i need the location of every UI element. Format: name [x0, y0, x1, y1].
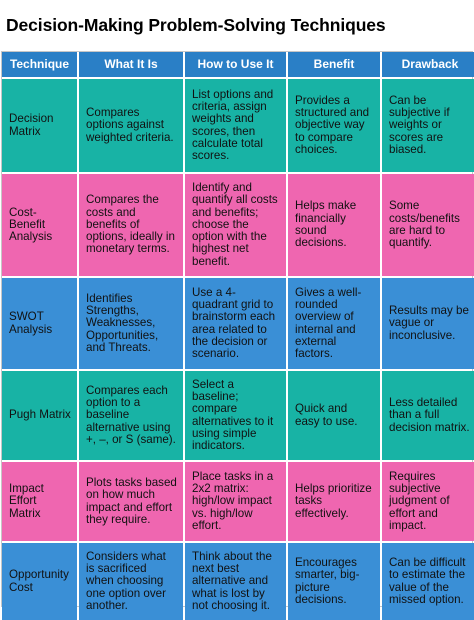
how-to-use-it-cell: Select a baseline; compare alternatives …: [185, 371, 286, 460]
drawback-cell: Requires subjective judgment of effort a…: [382, 462, 474, 541]
techniques-table: Technique What It Is How to Use It Benef…: [1, 51, 474, 620]
drawback-cell: Results may be vague or inconclusive.: [382, 278, 474, 369]
benefit-cell: Helps make financially sound decisions.: [288, 174, 380, 276]
drawback-cell: Can be subjective if weights or scores a…: [382, 79, 474, 172]
how-to-use-it-cell: Place tasks in a 2x2 matrix: high/low im…: [185, 462, 286, 541]
header-drawback: Drawback: [382, 52, 474, 77]
technique-cell: Impact Effort Matrix: [2, 462, 77, 541]
benefit-cell: Provides a structured and objective way …: [288, 79, 380, 172]
drawback-cell: Can be difficult to estimate the value o…: [382, 543, 474, 620]
technique-cell: SWOT Analysis: [2, 278, 77, 369]
header-what-it-is: What It Is: [79, 52, 183, 77]
header-technique: Technique: [2, 52, 77, 77]
what-it-is-cell: Considers what is sacrificed when choosi…: [79, 543, 183, 620]
how-to-use-it-cell: Identify and quantify all costs and bene…: [185, 174, 286, 276]
technique-cell: Opportunity Cost: [2, 543, 77, 620]
technique-cell: Pugh Matrix: [2, 371, 77, 460]
benefit-cell: Encourages smarter, big-picture decision…: [288, 543, 380, 620]
header-benefit: Benefit: [288, 52, 380, 77]
what-it-is-cell: Compares options against weighted criter…: [79, 79, 183, 172]
benefit-cell: Helps prioritize tasks effectively.: [288, 462, 380, 541]
how-to-use-it-cell: Use a 4-quadrant grid to brainstorm each…: [185, 278, 286, 369]
technique-cell: Decision Matrix: [2, 79, 77, 172]
benefit-cell: Gives a well-rounded overview of interna…: [288, 278, 380, 369]
page-title: Decision-Making Problem-Solving Techniqu…: [6, 15, 386, 35]
technique-cell: Cost-Benefit Analysis: [2, 174, 77, 276]
what-it-is-cell: Compares the costs and benefits of optio…: [79, 174, 183, 276]
header-how-to-use-it: How to Use It: [185, 52, 286, 77]
what-it-is-cell: Identifies Strengths, Weaknesses, Opport…: [79, 278, 183, 369]
drawback-cell: Less detailed than a full decision matri…: [382, 371, 474, 460]
how-to-use-it-cell: List options and criteria, assign weight…: [185, 79, 286, 172]
benefit-cell: Quick and easy to use.: [288, 371, 380, 460]
what-it-is-cell: Compares each option to a baseline alter…: [79, 371, 183, 460]
what-it-is-cell: Plots tasks based on how much impact and…: [79, 462, 183, 541]
drawback-cell: Some costs/benefits are hard to quantify…: [382, 174, 474, 276]
how-to-use-it-cell: Think about the next best alternative an…: [185, 543, 286, 620]
